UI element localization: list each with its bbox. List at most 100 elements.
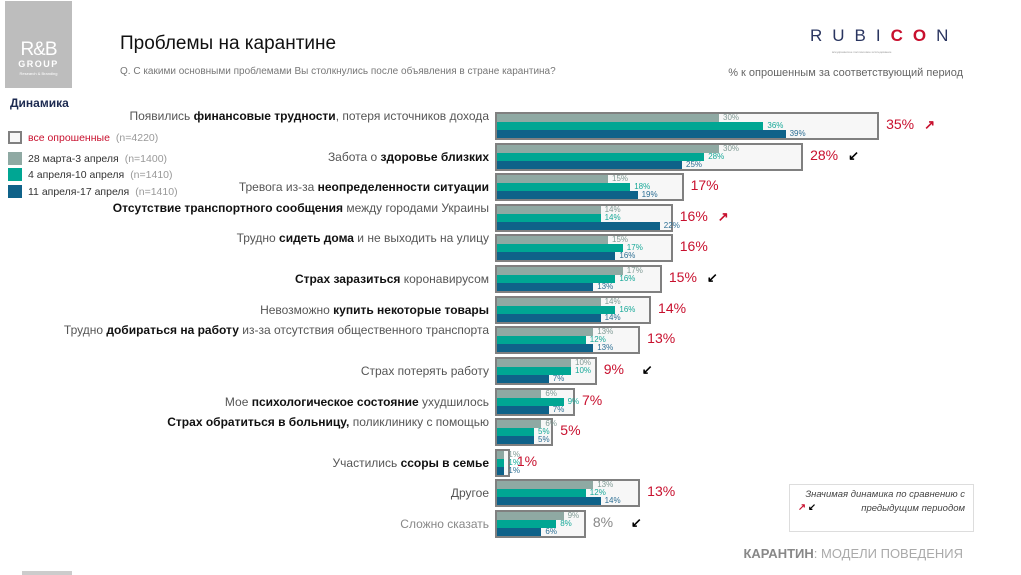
category-label: Другое <box>49 485 489 501</box>
total-value: 8% <box>592 514 614 531</box>
label-part: Сложно сказать <box>400 517 489 532</box>
label-part: Страх обратиться в больницу, <box>167 415 350 430</box>
label-part: добираться на работу <box>106 323 239 338</box>
period-bar <box>497 267 623 276</box>
period-bar <box>497 336 586 345</box>
total-value: 35% <box>886 116 915 132</box>
label-part: коронавирусом <box>400 272 489 287</box>
period-bar <box>497 528 542 537</box>
chart-row: Трудно сидеть дома и не выходить на улиц… <box>0 231 1021 263</box>
rubicon-logo: RUBICON <box>810 26 958 46</box>
category-label: Трудно сидеть дома и не выходить на улиц… <box>49 230 489 246</box>
bar-value: 1% <box>508 465 520 475</box>
label-part: Страх заразиться <box>294 272 401 287</box>
legend-title: Динамика <box>10 96 69 110</box>
label-part: Тревога из-за <box>238 180 318 195</box>
bar-value: 14% <box>604 212 621 222</box>
category-label: Невозможно купить некоторые товары <box>49 302 489 318</box>
period-bar <box>497 252 616 261</box>
bar-value: 12% <box>589 335 606 345</box>
legend-item: 11 апреля-17 апреля (n=1410) <box>8 185 178 198</box>
arrow-up-icon: ↗ <box>717 208 729 224</box>
period-bar <box>497 389 542 398</box>
footer-rest: : МОДЕЛИ ПОВЕДЕНИЯ <box>813 546 963 561</box>
period-bar <box>497 213 601 222</box>
bar-value: 5% <box>538 427 550 437</box>
label-part: Трудно <box>63 323 107 338</box>
label-part: психологическое состояние <box>251 394 419 409</box>
bar-value: 36% <box>767 121 784 130</box>
label-part: Трудно <box>236 231 280 246</box>
period-bar <box>497 466 505 475</box>
bar-value: 6% <box>545 527 557 537</box>
bar-value: 5% <box>538 435 550 445</box>
bottom-bar <box>22 571 72 575</box>
arrow-up-icon: ↗ <box>924 117 935 132</box>
bar-value: 17% <box>626 266 643 276</box>
period-bar <box>497 236 608 245</box>
label-part: финансовые трудности <box>193 109 336 123</box>
rubicon-a: RUBI <box>810 26 891 45</box>
legend-swatch <box>8 152 22 165</box>
arrow-down-icon: ↙ <box>630 515 642 531</box>
arrow-up-icon: ↗ <box>798 502 806 513</box>
bar-value: 17% <box>626 243 643 253</box>
period-bar <box>497 122 764 130</box>
period-bar <box>497 114 719 122</box>
bar-value: 7% <box>552 404 565 414</box>
period-bar <box>497 328 594 337</box>
period-bar <box>497 191 638 200</box>
arrow-down-icon: ↙ <box>641 361 653 377</box>
bar-value: 14% <box>604 296 621 306</box>
chart-row: Другое 13% 12% 14% 13% <box>0 479 1021 508</box>
bar-value: 22% <box>663 220 680 230</box>
bar-value: 28% <box>708 151 725 161</box>
bar-value: 16% <box>619 251 636 261</box>
period-bar <box>497 397 564 406</box>
unit-note: % к опрошенным за соответствующий период <box>728 67 963 79</box>
label-part: , потеря источников дохода <box>335 109 489 123</box>
total-value: 16% <box>679 238 708 255</box>
bar-value: 12% <box>589 488 606 498</box>
legend-swatch <box>8 131 22 144</box>
legend-n: (n=1400) <box>124 152 168 165</box>
bar-value: 16% <box>619 304 636 314</box>
legend-swatch <box>8 185 22 198</box>
label-part: Участились <box>332 455 401 470</box>
period-bar <box>497 428 534 437</box>
total-value: 9% <box>603 360 624 377</box>
period-bar <box>497 221 660 230</box>
bar-value: 14% <box>604 496 621 506</box>
bar-value: 16% <box>619 274 636 284</box>
period-bar <box>497 489 586 498</box>
significance-note: ↗ ↙ Значимая динамика по сравнению с пре… <box>789 484 974 532</box>
legend-swatch <box>8 168 22 181</box>
legend-item: 4 апреля-10 апреля (n=1410) <box>8 168 173 181</box>
period-bar <box>497 160 682 169</box>
period-bar <box>497 458 505 467</box>
footer-bold: КАРАНТИН <box>743 546 814 561</box>
note-text: Значимая динамика по сравнению с предыду… <box>805 489 965 514</box>
logo-group: GROUP <box>18 59 59 69</box>
period-bar <box>497 420 542 429</box>
rubicon-b: CO <box>890 26 937 45</box>
legend-label: все опрошенные <box>28 131 110 144</box>
label-part: купить некоторые товары <box>333 302 489 317</box>
label-part: Отсутствие транспортного сообщения <box>112 200 344 215</box>
bar-value: 14% <box>604 204 621 214</box>
period-bar <box>497 512 564 521</box>
legend-n: (n=4220) <box>115 131 159 144</box>
label-part: неопределенности ситуации <box>317 180 489 195</box>
period-bar <box>497 405 549 414</box>
bar-value: 7% <box>552 373 565 383</box>
category-label: Появились финансовые трудности, потеря и… <box>49 108 489 124</box>
bar-value: 19% <box>641 190 658 200</box>
legend-n: (n=1410) <box>130 168 173 181</box>
legend-item: 28 марта-3 апреля (n=1400) <box>8 152 167 165</box>
rb-group-logo: R&B GROUP Research & Branding <box>5 1 72 88</box>
category-label: Мое психологическое состояние ухудшилось <box>49 394 489 410</box>
label-part: и не выходить на улицу <box>353 231 489 246</box>
chart-row: Невозможно купить некоторые товары 14% 16%… <box>0 295 1021 324</box>
period-bar <box>497 305 616 314</box>
label-part: сидеть дома <box>279 231 354 246</box>
